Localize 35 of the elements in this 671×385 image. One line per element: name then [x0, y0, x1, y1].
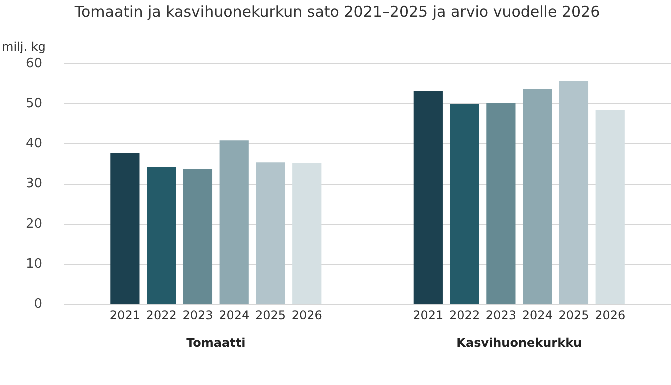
series-label: 2024 — [219, 308, 250, 323]
bar — [183, 169, 213, 304]
bar — [559, 81, 589, 304]
series-label: 2025 — [558, 308, 590, 323]
y-tick-label: 20 — [26, 216, 43, 232]
y-tick-label: 40 — [26, 136, 43, 152]
series-label: 2021 — [110, 308, 140, 323]
text: 2025 — [255, 308, 286, 323]
text: 2021 — [413, 308, 444, 323]
bar — [486, 103, 516, 304]
bar — [292, 163, 322, 304]
text: 2022 — [146, 308, 177, 323]
y-tick-label: 0 — [34, 296, 43, 312]
series-label: 2023 — [486, 308, 516, 323]
series-label: 2026 — [595, 308, 626, 323]
y-tick-label: 50 — [26, 96, 43, 112]
text: 2026 — [292, 308, 322, 323]
bar — [110, 153, 140, 304]
bar — [414, 91, 443, 304]
chart-title: Tomaatin ja kasvihuonekurkun sato 2021–2025 ja arvio vuodelle 2026 — [74, 2, 600, 21]
bar — [596, 110, 625, 304]
bar — [450, 104, 480, 304]
series-label: 2022 — [450, 308, 480, 323]
x-tick-label: Kasvihuonekurkku — [456, 336, 582, 350]
bar — [523, 89, 552, 304]
text: 2024 — [522, 308, 553, 323]
bar — [256, 162, 286, 304]
y-tick-label: 60 — [26, 56, 43, 72]
x-tick-label: Tomaatti — [186, 336, 246, 350]
text: 2023 — [182, 308, 214, 323]
bar — [147, 167, 176, 304]
y-tick-label: 10 — [26, 256, 43, 272]
bar — [220, 140, 249, 304]
y-axis-title: milj. kg — [2, 40, 46, 54]
y-tick-label: 30 — [26, 176, 43, 192]
